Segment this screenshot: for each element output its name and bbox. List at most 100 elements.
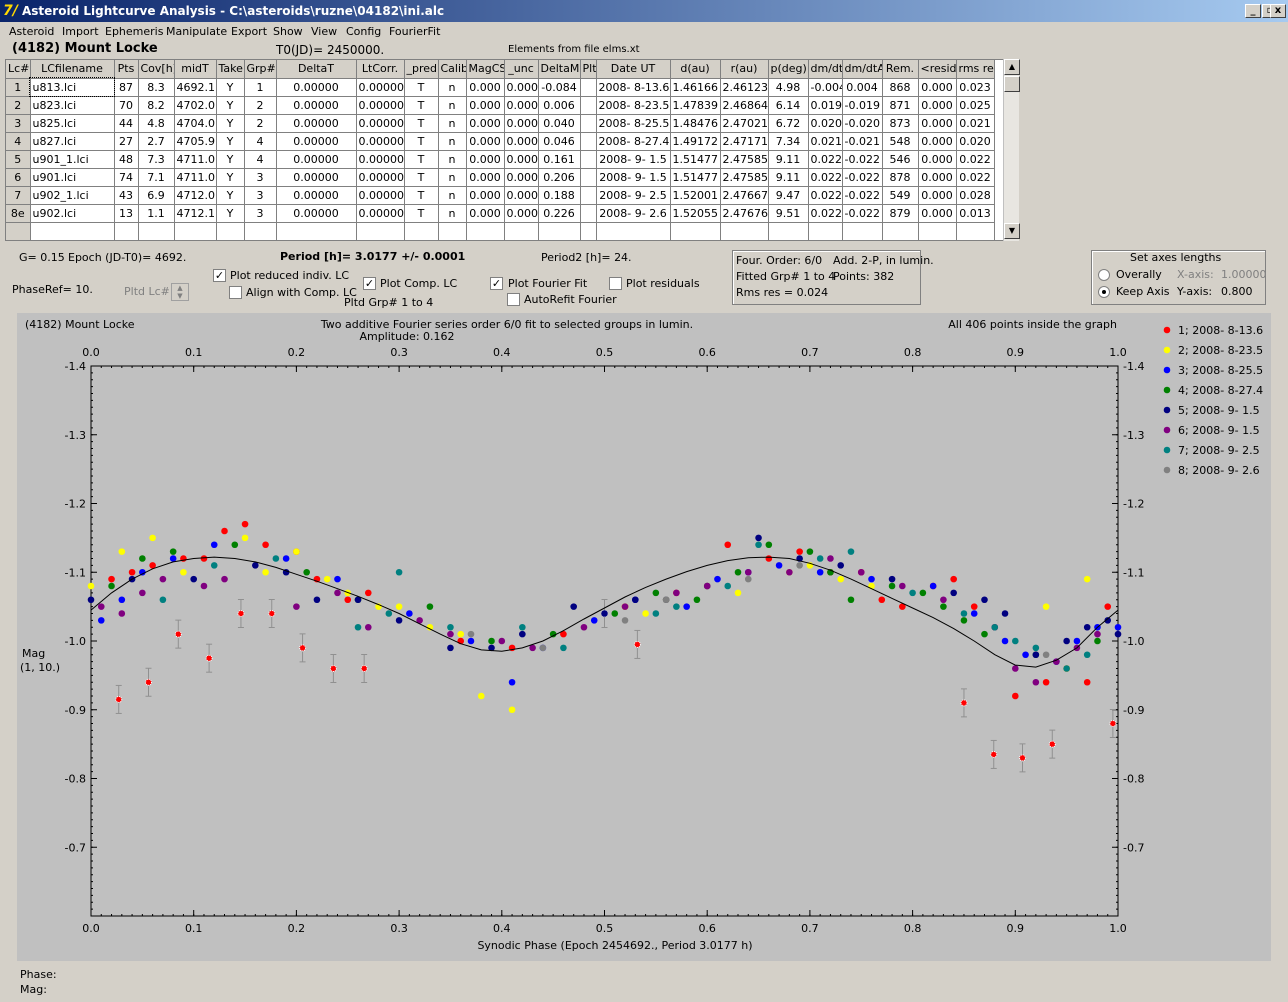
- table-cell[interactable]: [276, 222, 357, 240]
- table-cell[interactable]: 0.000: [466, 96, 505, 115]
- table-scrollbar[interactable]: ▲ ▼: [1003, 59, 1020, 241]
- table-cell[interactable]: 0.00000: [276, 204, 357, 223]
- table-cell[interactable]: 0.000: [466, 78, 505, 97]
- data-point-series-5[interactable]: [570, 603, 577, 610]
- row-header[interactable]: 6: [6, 168, 31, 187]
- table-cell[interactable]: [670, 222, 721, 240]
- table-cell[interactable]: 44: [114, 114, 139, 133]
- table-cell[interactable]: 1.48476: [670, 114, 721, 133]
- table-cell[interactable]: 1.51477: [670, 150, 721, 169]
- table-cell[interactable]: [580, 132, 597, 151]
- table-cell[interactable]: [216, 222, 245, 240]
- series1-offset-point[interactable]: [1109, 720, 1117, 727]
- table-cell[interactable]: T: [404, 114, 439, 133]
- table-cell[interactable]: 8.2: [138, 96, 175, 115]
- table-cell[interactable]: 0.00000: [276, 132, 357, 151]
- column-header[interactable]: Rem.: [882, 60, 919, 79]
- table-cell[interactable]: 0.000: [466, 204, 505, 223]
- autorefit-checkbox[interactable]: [507, 293, 520, 306]
- y-axis-value[interactable]: 0.800: [1221, 285, 1253, 298]
- table-cell[interactable]: 4.98: [768, 78, 809, 97]
- data-point-series-7[interactable]: [816, 555, 824, 562]
- table-cell[interactable]: 7.3: [138, 150, 175, 169]
- table-cell[interactable]: n: [438, 150, 467, 169]
- table-cell[interactable]: 0.206: [538, 168, 581, 187]
- table-cell[interactable]: [438, 222, 467, 240]
- table-cell[interactable]: 1.52001: [670, 186, 721, 205]
- series1-offset-point[interactable]: [145, 678, 153, 686]
- table-cell[interactable]: 7.34: [768, 132, 809, 151]
- table-cell[interactable]: 878: [882, 168, 919, 187]
- data-point-series-3[interactable]: [868, 575, 875, 583]
- data-point-series-4[interactable]: [652, 589, 660, 597]
- table-cell[interactable]: 0.000: [918, 78, 957, 97]
- table-cell[interactable]: [580, 78, 597, 97]
- data-point-series-3[interactable]: [118, 596, 126, 604]
- table-cell[interactable]: 2008- 9- 2.5: [596, 186, 671, 205]
- menu-ephemeris[interactable]: Ephemeris: [105, 25, 164, 38]
- data-point-series-3[interactable]: [334, 575, 341, 583]
- series1-offset-point[interactable]: [174, 630, 182, 638]
- table-cell[interactable]: 1.52055: [670, 204, 721, 223]
- column-header[interactable]: dm/dt: [808, 60, 843, 79]
- table-cell[interactable]: 0.00000: [276, 150, 357, 169]
- table-cell[interactable]: 0.000: [504, 186, 539, 205]
- table-cell[interactable]: -0.022: [842, 186, 883, 205]
- data-point-series-6[interactable]: [447, 630, 454, 638]
- table-cell[interactable]: 0.020: [808, 114, 843, 133]
- table-cell[interactable]: 0.188: [538, 186, 581, 205]
- data-point-series-4[interactable]: [1094, 637, 1101, 645]
- table-cell[interactable]: [842, 222, 883, 240]
- data-point-series-5[interactable]: [888, 575, 896, 583]
- data-point-series-4[interactable]: [426, 603, 434, 610]
- table-cell[interactable]: [244, 222, 277, 240]
- column-header[interactable]: Calib.: [438, 60, 467, 79]
- data-point-series-5[interactable]: [837, 562, 845, 569]
- column-header[interactable]: _unc: [504, 60, 539, 79]
- table-cell[interactable]: 6.14: [768, 96, 809, 115]
- table-cell[interactable]: 0.000: [918, 186, 957, 205]
- close-button[interactable]: x: [1270, 4, 1286, 18]
- table-cell[interactable]: [580, 96, 597, 115]
- table-cell[interactable]: [580, 186, 597, 205]
- data-point-series-7[interactable]: [909, 589, 916, 597]
- data-point-series-7[interactable]: [272, 555, 280, 562]
- table-cell[interactable]: u902.lci: [30, 204, 115, 223]
- table-cell[interactable]: 0.025: [956, 96, 995, 115]
- table-cell[interactable]: 868: [882, 78, 919, 97]
- table-cell[interactable]: [466, 222, 505, 240]
- data-point-series-8[interactable]: [662, 596, 670, 604]
- table-cell[interactable]: 0.00000: [356, 204, 405, 223]
- data-point-series-7[interactable]: [1032, 644, 1040, 652]
- data-point-series-5[interactable]: [981, 596, 988, 604]
- data-point-series-2[interactable]: [118, 548, 126, 555]
- data-point-series-4[interactable]: [549, 630, 557, 638]
- data-point-series-2[interactable]: [323, 575, 331, 583]
- data-point-series-4[interactable]: [734, 568, 742, 576]
- data-point-series-4[interactable]: [169, 548, 177, 555]
- menu-export[interactable]: Export: [231, 25, 268, 38]
- data-point-series-3[interactable]: [282, 555, 290, 562]
- table-cell[interactable]: 0.00000: [276, 168, 357, 187]
- data-point-series-5[interactable]: [395, 617, 403, 624]
- data-point-series-6[interactable]: [580, 623, 588, 631]
- row-header[interactable]: 5: [6, 150, 31, 169]
- table-cell[interactable]: [918, 222, 957, 240]
- data-point-series-2[interactable]: [180, 568, 187, 576]
- table-cell[interactable]: 0.00000: [276, 96, 357, 115]
- table-cell[interactable]: 0.004: [842, 78, 883, 97]
- table-cell[interactable]: 4: [244, 132, 277, 151]
- lightcurve-plot[interactable]: 0.0 0.0 0.1 0.1 0.2 0.2 0.3 0.3 0.4 0.4 0.5 0.5 0.6 0…: [17, 313, 1271, 961]
- data-point-series-7[interactable]: [560, 644, 567, 652]
- column-header[interactable]: r(au): [720, 60, 769, 79]
- table-cell[interactable]: 3: [244, 186, 277, 205]
- table-cell[interactable]: 0.040: [538, 114, 581, 133]
- data-point-series-6[interactable]: [1053, 658, 1060, 665]
- data-point-series-8[interactable]: [744, 575, 752, 583]
- scroll-thumb[interactable]: [1004, 76, 1020, 92]
- overally-radio[interactable]: [1098, 269, 1110, 281]
- table-cell[interactable]: -0.022: [842, 168, 883, 187]
- data-point-series-4[interactable]: [919, 589, 927, 597]
